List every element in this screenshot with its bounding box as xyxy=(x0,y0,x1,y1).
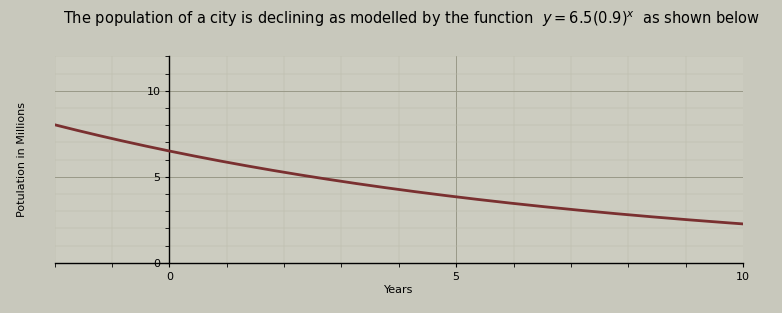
Text: The population of a city is declining as modelled by the function  $y = 6.5(0.9): The population of a city is declining as… xyxy=(63,9,760,29)
X-axis label: Years: Years xyxy=(384,285,414,295)
Y-axis label: Potulation in Millions: Potulation in Millions xyxy=(17,102,27,217)
